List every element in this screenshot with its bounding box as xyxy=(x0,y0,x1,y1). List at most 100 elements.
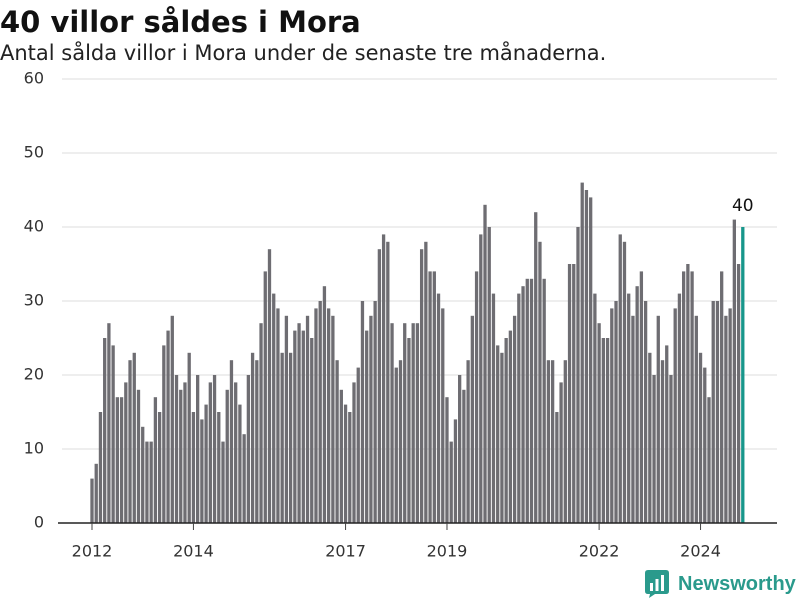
bar xyxy=(563,360,567,523)
bar xyxy=(491,293,496,523)
bar xyxy=(601,338,605,523)
bar xyxy=(694,315,698,523)
y-tick-label: 20 xyxy=(24,365,44,384)
bar xyxy=(204,404,208,523)
bar xyxy=(559,382,563,523)
bar xyxy=(470,315,474,523)
bar xyxy=(221,441,225,523)
bar xyxy=(648,352,652,523)
bar xyxy=(445,397,449,523)
bar xyxy=(293,330,297,523)
bar xyxy=(166,330,170,523)
bar xyxy=(580,182,584,523)
bar xyxy=(107,323,111,523)
bar xyxy=(318,301,322,523)
bar xyxy=(441,308,445,523)
bar xyxy=(208,382,212,523)
bar xyxy=(153,397,158,523)
bar xyxy=(305,315,310,523)
bar xyxy=(703,367,707,523)
bar xyxy=(546,360,551,523)
x-tick-label: 2019 xyxy=(427,542,468,561)
x-tick-label: 2014 xyxy=(173,542,214,561)
bar xyxy=(390,323,394,523)
bar xyxy=(538,241,542,524)
brand-logo: Newsworthy xyxy=(645,570,796,598)
bar xyxy=(310,338,314,523)
bar xyxy=(720,271,724,523)
bar xyxy=(517,293,521,523)
bar xyxy=(504,338,508,523)
bar xyxy=(665,345,669,523)
bar xyxy=(398,360,403,523)
bar xyxy=(597,323,601,523)
bar xyxy=(736,264,741,523)
bar xyxy=(500,352,504,523)
bar xyxy=(732,219,736,523)
bar xyxy=(386,241,390,524)
bar xyxy=(394,367,398,523)
highlighted-bar xyxy=(741,227,745,523)
bar xyxy=(631,315,635,523)
y-tick-label: 50 xyxy=(24,143,44,162)
bar xyxy=(196,375,200,523)
x-tick-label: 2024 xyxy=(680,542,721,561)
bar xyxy=(462,389,466,523)
bar xyxy=(115,397,120,523)
bar xyxy=(584,190,589,523)
bar xyxy=(217,412,221,523)
bar xyxy=(98,412,103,523)
bar xyxy=(436,293,441,523)
bar xyxy=(234,382,238,523)
bar xyxy=(149,441,153,523)
bar xyxy=(356,367,360,523)
bar xyxy=(250,352,255,523)
bar xyxy=(424,241,428,524)
bar xyxy=(255,360,259,523)
bar xyxy=(576,227,580,523)
bar xyxy=(301,330,305,523)
bar xyxy=(90,478,94,523)
bar xyxy=(179,389,183,523)
bar xyxy=(377,249,382,523)
bar xyxy=(136,389,141,523)
bar xyxy=(567,264,572,523)
bar xyxy=(458,375,462,523)
bar xyxy=(698,352,703,523)
bar xyxy=(322,286,327,523)
bar xyxy=(297,323,301,523)
bar xyxy=(555,412,559,523)
bar xyxy=(373,301,377,523)
bar xyxy=(348,412,352,523)
bar xyxy=(496,345,500,523)
bar xyxy=(103,338,107,523)
bar xyxy=(132,352,136,523)
bar xyxy=(487,227,491,523)
bar xyxy=(508,330,513,523)
bar xyxy=(314,308,318,523)
x-tick-label: 2017 xyxy=(325,542,366,561)
y-tick-label: 60 xyxy=(24,69,44,88)
bar xyxy=(191,412,196,523)
bar xyxy=(525,278,529,523)
bar xyxy=(728,308,732,523)
bar xyxy=(276,308,280,523)
bar xyxy=(259,323,263,523)
bar xyxy=(225,389,229,523)
bar xyxy=(453,419,458,523)
bar xyxy=(229,360,234,523)
y-tick-label: 0 xyxy=(34,513,44,532)
bar xyxy=(272,293,276,523)
bar xyxy=(593,293,597,523)
bar xyxy=(381,234,386,523)
bar xyxy=(403,323,407,523)
bar xyxy=(690,271,694,523)
bar xyxy=(529,278,534,523)
bar xyxy=(335,360,339,523)
bar xyxy=(128,360,132,523)
bar xyxy=(145,441,149,523)
bar xyxy=(656,315,660,523)
bar xyxy=(331,315,335,523)
bar xyxy=(284,315,289,523)
